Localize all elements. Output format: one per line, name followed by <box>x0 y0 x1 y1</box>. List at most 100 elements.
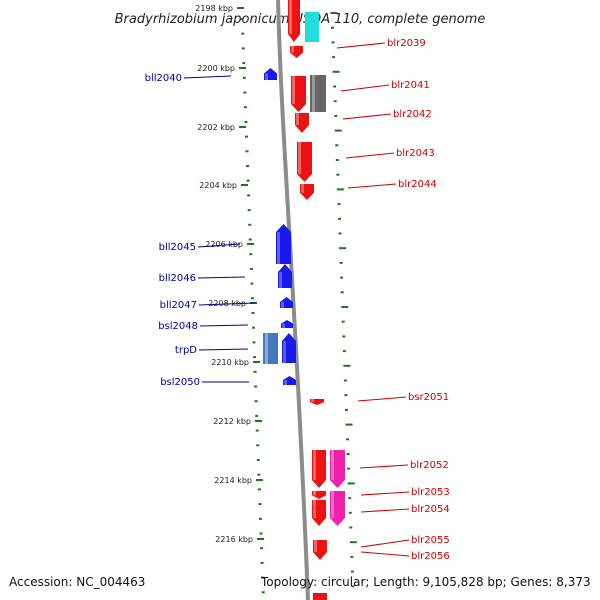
forward-label-leader <box>360 508 410 513</box>
forward-label-leader <box>340 84 390 92</box>
tick-label: 2198 kbp <box>195 4 233 13</box>
reverse-gene-label-bll2040: bll2040 <box>145 73 182 84</box>
track-dot <box>345 423 353 426</box>
track-dot <box>336 173 340 176</box>
track-dot <box>246 179 250 182</box>
gene-bll2040-arrow-shine <box>265 73 268 80</box>
track-dot <box>253 370 257 373</box>
track-dot <box>346 438 350 441</box>
gene-blr2044-arrow-shine <box>301 184 304 193</box>
track-dot <box>245 150 249 153</box>
gene-pink-arrow-2-shine <box>331 491 334 518</box>
track-dot <box>341 320 345 323</box>
gene-blr2054-arrow <box>312 500 326 526</box>
gene-bll2046-arrow <box>278 264 292 288</box>
track-dot <box>348 497 352 500</box>
forward-label-leader <box>345 152 395 159</box>
forward-gene-label-blr2054: blr2054 <box>411 504 450 515</box>
gene-bll2045-arrow <box>276 224 291 264</box>
forward-label-leader <box>336 42 386 49</box>
forward-label-leader <box>360 539 410 548</box>
track-dot <box>254 385 258 388</box>
track-dot <box>260 547 264 550</box>
track-dot <box>337 217 341 220</box>
track-dot <box>240 18 244 20</box>
track-dot <box>242 62 246 65</box>
gene-blr2041-arrow-shine <box>292 76 295 104</box>
reverse-strand-track <box>240 18 265 594</box>
gene-pink-arrow-1 <box>330 450 345 488</box>
track-dot <box>259 532 263 535</box>
track-dot <box>335 144 339 147</box>
reverse-gene-labels: bll2040 bll2045 bll2046 bll2047 bsl2048 trpD b… <box>145 73 256 388</box>
gene-bsl2048-arrow <box>281 320 293 328</box>
tick-label: 2216 kbp <box>215 535 253 544</box>
forward-label-leader <box>359 464 409 469</box>
forward-gene-labels: blr2039 blr2041 blr2042 blr2043 blr2044 bsr20… <box>336 38 450 562</box>
track-dot <box>242 76 246 79</box>
gene-trpD-arrow <box>282 333 296 363</box>
track-dot <box>335 159 339 161</box>
track-dot <box>339 247 347 250</box>
reverse-label-leader <box>198 302 256 306</box>
gene-blr2041-arrow <box>291 76 306 112</box>
tick-label: 2200 kbp <box>197 64 235 73</box>
gene-pink-arrow-1-shine <box>331 450 334 480</box>
track-dot <box>250 297 254 300</box>
track-dot <box>257 488 261 491</box>
forward-label-leader <box>357 396 407 402</box>
reverse-gene-label-bsl2048: bsl2048 <box>158 321 198 332</box>
gene-blr2043-arrow-shine <box>298 142 301 174</box>
track-dot <box>330 26 334 29</box>
gene-bsr2051-arrow-shine <box>311 399 314 403</box>
forward-gene-label-blr2041: blr2041 <box>391 80 430 91</box>
gene-blr2039b-arrow-shine <box>291 46 294 53</box>
track-dot <box>343 364 351 367</box>
track-dot <box>347 482 355 485</box>
gene-blr2052-arrow <box>312 450 326 488</box>
track-dot <box>342 335 346 338</box>
reverse-label-leader <box>198 348 249 351</box>
track-dot <box>256 459 260 461</box>
gene-blr2053-arrow <box>312 491 326 499</box>
track-dot <box>249 253 253 256</box>
track-dot <box>340 276 344 279</box>
track-dot <box>247 194 251 197</box>
track-dot <box>331 41 335 44</box>
track-dot <box>255 414 259 417</box>
forward-label-leader <box>347 183 397 189</box>
track-dot <box>255 429 259 432</box>
track-dot <box>251 312 255 314</box>
gene-blr2039-arrow <box>288 0 300 42</box>
track-dot <box>334 114 338 117</box>
gene-blr2044-arrow <box>300 184 314 200</box>
forward-gene-label-blr2044: blr2044 <box>398 179 437 190</box>
track-dot <box>342 350 346 353</box>
gene-trpD-arrow-shine <box>283 341 286 363</box>
gene-bll2047-arrow <box>280 297 293 308</box>
forward-strand-track <box>330 12 357 588</box>
gene-blr2039-arrow-shine <box>289 0 292 34</box>
gene-bsl2048-arrow-shine <box>282 323 285 328</box>
tick-label: 2212 kbp <box>213 417 251 426</box>
track-dot <box>256 444 260 447</box>
track-dot <box>343 379 347 382</box>
gene-bsr2051-arrow <box>310 399 324 405</box>
reverse-gene-label-bll2047: bll2047 <box>160 300 197 311</box>
tick-label: 2214 kbp <box>214 476 252 485</box>
track-dot <box>241 47 245 50</box>
tick-label: 2202 kbp <box>197 123 235 132</box>
track-dot <box>337 203 341 206</box>
track-dot <box>251 326 255 329</box>
track-dot <box>338 232 342 235</box>
reverse-label-leader <box>197 243 241 248</box>
gene-pink-arrow-2 <box>330 491 345 526</box>
map-title: Bradyrhizobium japonicum USDA 110, compl… <box>115 12 486 27</box>
forward-gene-label-blr2055: blr2055 <box>411 535 450 546</box>
track-dot <box>244 120 248 123</box>
track-dot <box>250 282 254 285</box>
track-dot <box>349 526 353 529</box>
reverse-label-leader <box>199 324 249 327</box>
reverse-gene-label-bll2045: bll2045 <box>159 242 196 253</box>
track-dot <box>348 511 352 514</box>
